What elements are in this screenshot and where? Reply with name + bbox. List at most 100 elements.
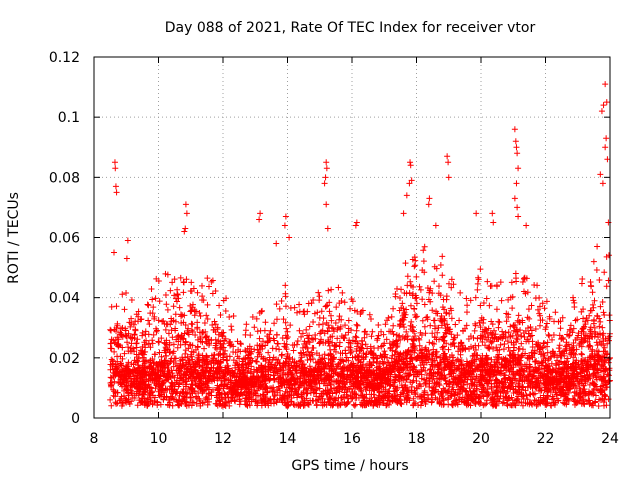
data-point (390, 322, 397, 329)
data-point (113, 303, 120, 310)
data-point (332, 320, 339, 327)
data-point (457, 289, 464, 296)
data-point (426, 339, 433, 346)
data-point (320, 315, 327, 322)
data-point (305, 300, 312, 307)
data-point (308, 349, 315, 356)
data-point (209, 277, 216, 284)
data-point (587, 307, 594, 314)
data-point (504, 338, 511, 345)
data-point (163, 301, 170, 308)
data-point (274, 370, 281, 377)
data-point (454, 356, 461, 363)
data-point (318, 308, 325, 315)
data-point (306, 323, 313, 330)
data-point (600, 309, 607, 316)
data-point (592, 360, 599, 367)
data-point (222, 402, 229, 409)
data-point (188, 320, 195, 327)
data-point (486, 302, 493, 309)
data-point (343, 354, 350, 361)
data-point (265, 349, 272, 356)
data-point (567, 322, 574, 329)
data-point (477, 302, 484, 309)
data-point (439, 253, 446, 260)
data-point (596, 277, 603, 284)
data-point (483, 295, 490, 302)
data-point (316, 297, 323, 304)
data-point (174, 344, 181, 351)
data-point (413, 273, 420, 280)
data-point (249, 313, 256, 320)
data-point (463, 295, 470, 302)
data-point (107, 340, 114, 347)
data-point (544, 343, 551, 350)
data-point (255, 349, 262, 356)
data-point (502, 329, 509, 336)
data-point (276, 366, 283, 373)
data-point (595, 402, 602, 409)
data-point (191, 312, 198, 319)
data-point (477, 324, 484, 331)
data-point (251, 324, 258, 331)
data-point (411, 263, 418, 270)
data-point (382, 321, 389, 328)
data-point (471, 327, 478, 334)
data-point (253, 358, 260, 365)
data-point (174, 333, 181, 340)
data-point (396, 294, 403, 301)
data-point (273, 316, 280, 323)
data-point (142, 328, 149, 335)
data-point (488, 318, 495, 325)
data-point (399, 300, 406, 307)
data-point (296, 327, 303, 334)
data-point (463, 322, 470, 329)
data-point (410, 395, 417, 402)
data-point (437, 262, 444, 269)
data-point (108, 383, 115, 390)
data-point (448, 315, 455, 322)
data-point (426, 289, 433, 296)
data-point (536, 310, 543, 317)
data-point (204, 301, 211, 308)
data-point (310, 297, 317, 304)
data-point (422, 330, 429, 337)
data-point (222, 307, 229, 314)
data-point (408, 318, 415, 325)
data-point (543, 320, 550, 327)
data-point (549, 336, 556, 343)
data-point (457, 351, 464, 358)
data-point (282, 293, 289, 300)
data-point (382, 351, 389, 358)
data-point (315, 321, 322, 328)
data-point (591, 297, 598, 304)
data-point (194, 325, 201, 332)
data-point (366, 311, 373, 318)
data-point (545, 331, 552, 338)
data-point (505, 344, 512, 351)
data-point (197, 313, 204, 320)
data-point (466, 371, 473, 378)
data-point (333, 304, 340, 311)
data-point (152, 295, 159, 302)
data-point (198, 282, 205, 289)
data-point (513, 278, 520, 285)
data-point (605, 396, 612, 403)
data-point (165, 330, 172, 337)
data-point (402, 260, 409, 267)
data-point (579, 275, 586, 282)
data-point (336, 343, 343, 350)
data-point (188, 279, 195, 286)
data-point (342, 332, 349, 339)
data-point (413, 300, 420, 307)
data-point (475, 276, 482, 283)
data-point (155, 338, 162, 345)
data-point (604, 340, 611, 347)
data-point (241, 355, 248, 362)
data-point (537, 351, 544, 358)
data-point (407, 278, 414, 285)
data-point (211, 318, 218, 325)
data-point (145, 317, 152, 324)
data-point (591, 316, 598, 323)
data-point (155, 278, 162, 285)
